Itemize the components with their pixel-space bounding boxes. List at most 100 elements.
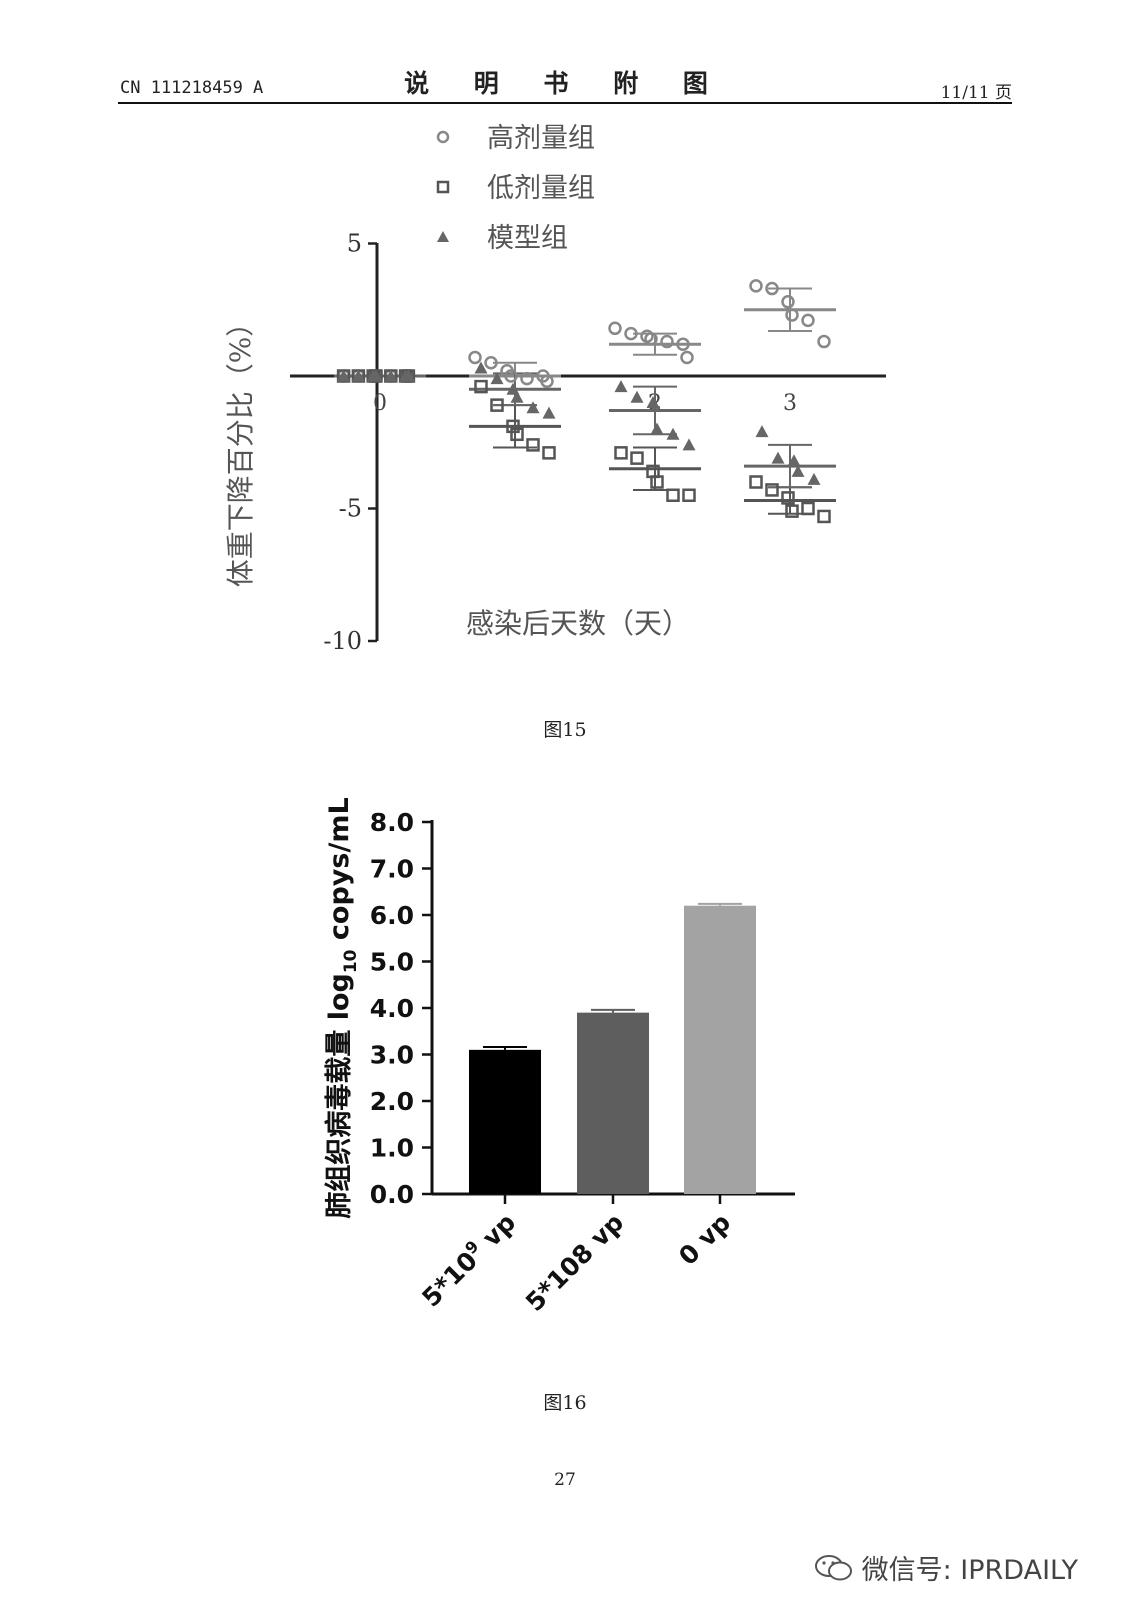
data-point: [682, 438, 696, 451]
data-point: [801, 313, 815, 328]
x-axis-label: 感染后天数（天）: [466, 607, 690, 640]
page-info: 11/11 页: [940, 83, 1012, 103]
data-point: [384, 369, 398, 382]
data-point: [526, 401, 540, 414]
y-tick-label: 1.0: [370, 1134, 414, 1163]
data-point: [468, 350, 482, 365]
data-point: [765, 483, 779, 497]
x-tick-label: 5*108 vp: [520, 1208, 629, 1317]
data-point: [749, 279, 763, 293]
data-point: [817, 334, 831, 349]
x-tick-label: 5*109 vp: [415, 1206, 521, 1312]
figure-15-caption: 图15: [543, 719, 587, 741]
x-tick-label-main: 5*10: [416, 1246, 483, 1313]
data-point: [650, 475, 664, 489]
wechat-icon: [814, 1554, 852, 1580]
data-point: [624, 326, 638, 341]
data-points: [336, 279, 831, 524]
data-point: [787, 454, 801, 467]
data-point: [785, 504, 799, 518]
legend-marker: [437, 231, 449, 242]
data-point: [526, 438, 540, 452]
data-point: [817, 509, 831, 524]
data-point: [484, 356, 498, 370]
data-point: [749, 475, 763, 489]
y-axis-label-main: 肺组织病毒载量 log: [323, 973, 355, 1219]
data-point: [765, 281, 779, 296]
y-tick-label: -10: [323, 627, 362, 655]
data-point: [540, 374, 554, 389]
bars: [469, 902, 756, 1204]
data-point: [630, 451, 644, 465]
data-point: [614, 380, 628, 393]
data-point: [644, 332, 658, 346]
data-point: [542, 406, 556, 419]
publication-number: CN 111218459 A: [120, 78, 264, 98]
watermark-text: 微信号: IPRDAILY: [861, 1555, 1078, 1586]
legend-label: 低剂量组: [487, 173, 595, 204]
data-point: [630, 390, 644, 403]
y-tick-label: 8.0: [370, 808, 414, 837]
data-point: [510, 427, 524, 442]
data-point: [666, 427, 680, 440]
axes: [290, 243, 886, 641]
data-point: [660, 334, 674, 349]
legend-label: 高剂量组: [487, 123, 595, 154]
data-point: [807, 472, 821, 485]
watermark: 微信号: IPRDAILY: [814, 1548, 1078, 1587]
y-tick-label: 4.0: [370, 994, 414, 1023]
data-point: [510, 390, 524, 403]
y-tick-label: 5: [347, 230, 362, 258]
x-tick-label: 0 vp: [673, 1208, 736, 1271]
data-point: [666, 488, 680, 502]
y-tick-label: 0.0: [370, 1180, 414, 1209]
data-point: [542, 446, 556, 460]
y-axis-label: 体重下降百分比（%）: [224, 309, 257, 588]
data-point: [614, 446, 628, 460]
data-point: [490, 398, 504, 412]
data-point: [520, 371, 534, 386]
data-point: [801, 501, 815, 516]
legend-marker: [436, 130, 450, 144]
y-axis-label-subscript: 10: [341, 949, 361, 973]
x-tick-label-main: 0 vp: [673, 1208, 736, 1271]
y-tick-label: -5: [339, 495, 362, 523]
legend-marker: [436, 180, 450, 194]
data-point: [506, 419, 520, 434]
y-ticks: 5 -5 -10: [323, 230, 377, 655]
y-tick-label: 6.0: [370, 901, 414, 930]
header-rule: [118, 102, 1012, 104]
document-title: 说 明 书 附 图: [404, 69, 726, 98]
data-point: [351, 369, 365, 382]
x-tick-label-tail: vp: [470, 1208, 521, 1259]
data-point: [474, 379, 488, 394]
x-ticks: 023: [373, 391, 797, 416]
data-point: [676, 337, 690, 351]
data-point: [781, 491, 795, 505]
data-point: [337, 369, 351, 382]
data-point: [650, 422, 664, 435]
y-tick-label: 2.0: [370, 1087, 414, 1116]
data-point: [646, 396, 660, 408]
data-point: [369, 369, 383, 382]
data-point: [504, 369, 518, 383]
x-tick-label: 0: [373, 391, 387, 416]
bar: [577, 1012, 649, 1194]
data-point: [771, 451, 785, 464]
legend-label: 模型组: [487, 223, 568, 254]
data-point: [755, 425, 769, 438]
x-tick-label: 3: [783, 391, 797, 416]
data-point: [785, 308, 799, 322]
data-point: [791, 464, 805, 477]
data-point: [490, 372, 504, 385]
data-point: [608, 321, 622, 336]
y-tick-label: 3.0: [370, 1041, 414, 1070]
figure-16-caption: 图16: [543, 1392, 587, 1414]
data-point: [781, 295, 795, 309]
data-point: [474, 361, 488, 374]
data-point: [401, 369, 415, 382]
page-number: 27: [554, 1470, 576, 1490]
data-point: [680, 350, 694, 365]
